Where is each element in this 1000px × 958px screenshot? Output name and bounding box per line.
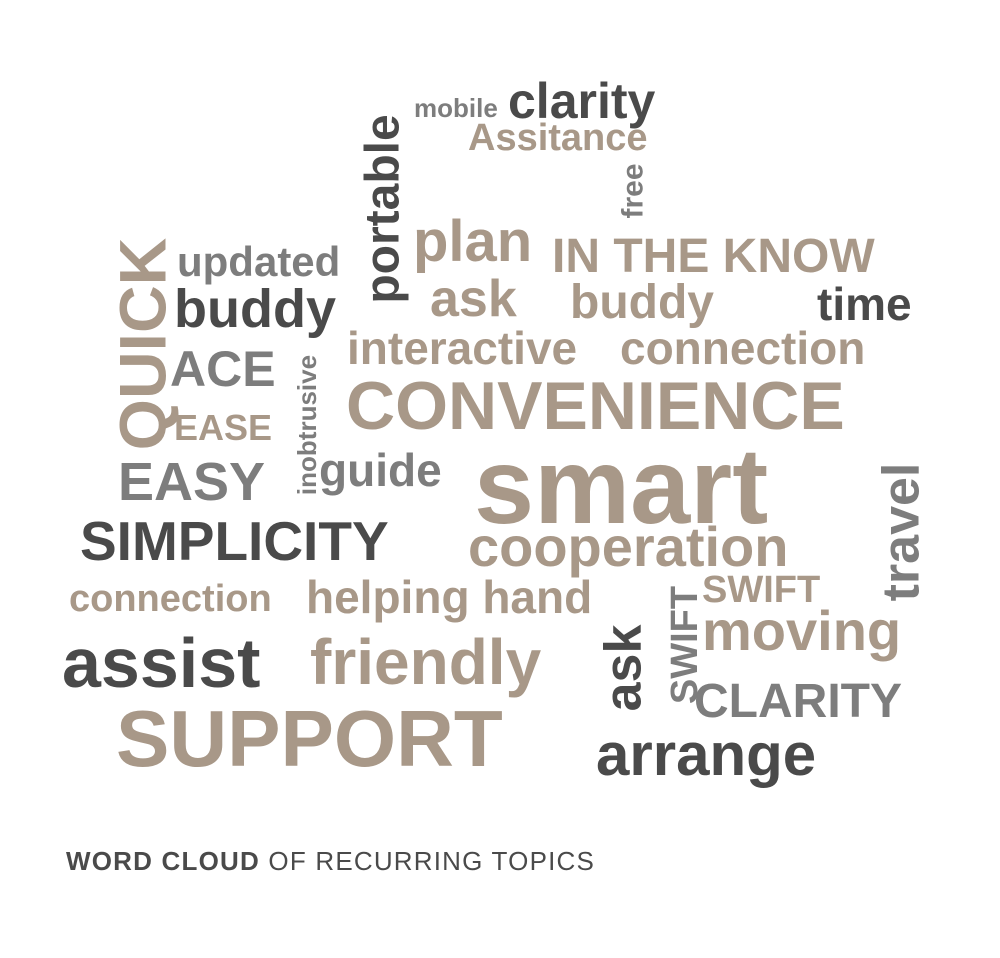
word-quick: QUICK	[105, 237, 180, 451]
word-ease: EASE	[174, 407, 273, 448]
word-updated: updated	[177, 238, 341, 285]
word-travel: travel	[872, 462, 931, 602]
caption-bold: WORD CLOUD	[66, 846, 260, 876]
word-portable: portable	[356, 114, 410, 304]
word-smart: smart	[474, 425, 769, 546]
word-ace: ACE	[170, 341, 276, 397]
caption-rest: OF RECURRING TOPICS	[259, 846, 596, 876]
word-ask-2: ask	[594, 624, 653, 712]
word-simplicity: SIMPLICITY	[80, 510, 389, 572]
caption: WORD CLOUD OF RECURRING TOPICS	[66, 846, 595, 877]
word-buddy-1: buddy	[174, 279, 336, 339]
word-in-the-know: IN THE KNOW	[552, 230, 875, 283]
word-assist: assist	[62, 624, 261, 702]
word-time: time	[817, 278, 912, 330]
word-free: free	[616, 163, 650, 219]
word-ask-1: ask	[430, 270, 517, 328]
word-inobtrusive: inobtrusive	[292, 354, 323, 496]
word-assitance: Assitance	[468, 117, 648, 159]
word-moving: moving	[702, 599, 902, 662]
word-cloud: mobile clarity Assitance portable free Q…	[62, 73, 931, 788]
word-plan: plan	[413, 209, 533, 274]
word-cooperation: cooperation	[468, 515, 789, 578]
word-easy: EASY	[118, 452, 266, 512]
word-mobile: mobile	[414, 93, 498, 123]
word-arrange: arrange	[596, 721, 817, 788]
word-connection-1: connection	[620, 322, 866, 374]
word-friendly: friendly	[310, 626, 542, 698]
word-clarity: clarity	[508, 73, 656, 129]
word-clarity-caps: CLARITY	[694, 675, 902, 728]
word-connection-2: connection	[69, 578, 272, 620]
word-convenience: CONVENIENCE	[346, 368, 845, 444]
word-support: SUPPORT	[116, 694, 503, 783]
word-interactive: interactive	[347, 322, 578, 374]
word-buddy-2: buddy	[570, 276, 714, 329]
word-helping-hand: helping hand	[306, 571, 593, 623]
word-swift-2: SWIFT	[702, 569, 821, 611]
word-guide: guide	[319, 444, 442, 496]
